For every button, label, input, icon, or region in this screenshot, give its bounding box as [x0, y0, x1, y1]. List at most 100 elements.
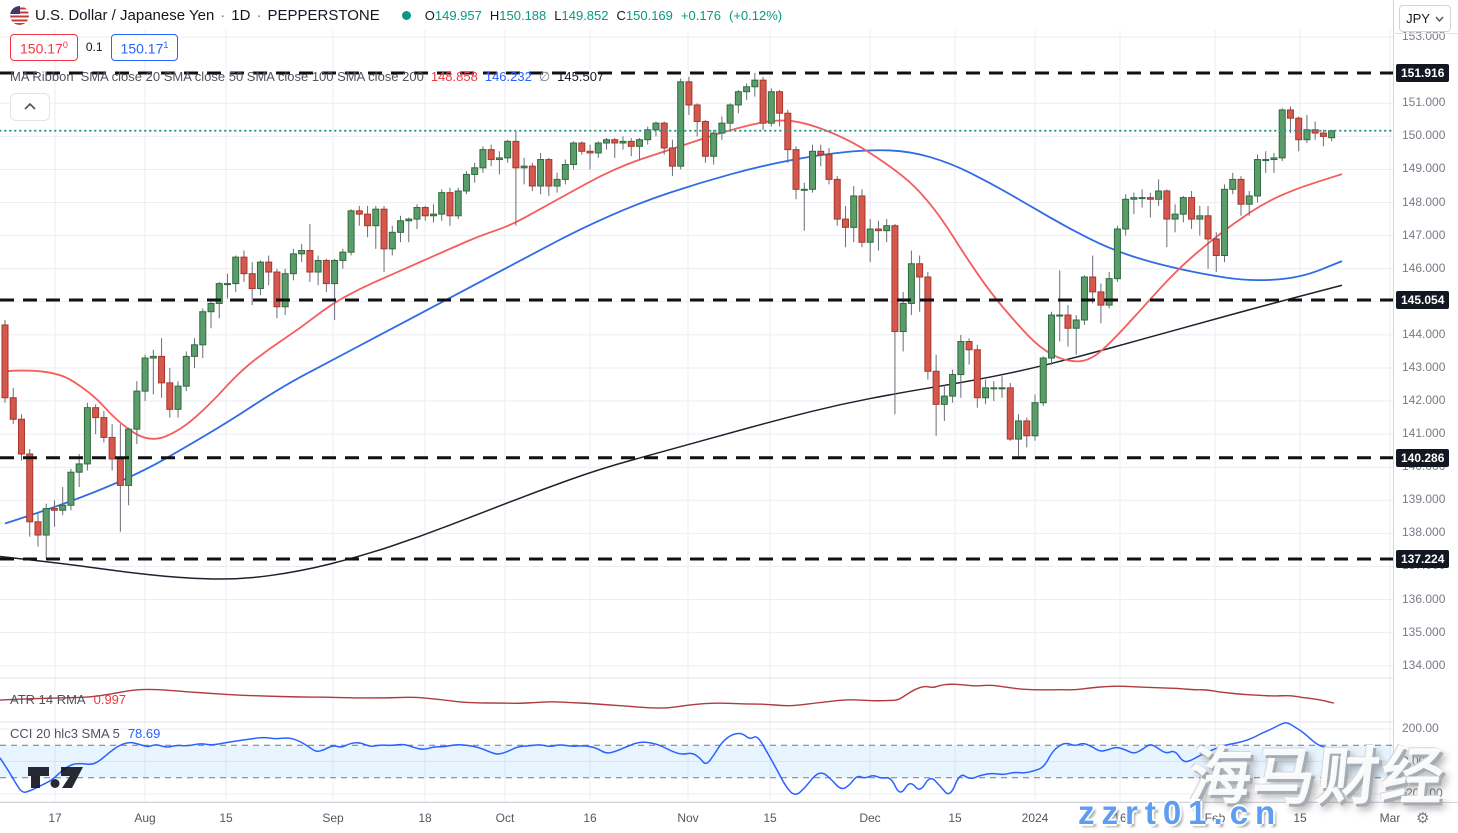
symbol-title[interactable]: U.S. Dollar / Japanese Yen — [35, 7, 215, 24]
candle — [627, 138, 635, 157]
change-value: +0.176 — [680, 8, 722, 23]
price-tick-label: 151.000 — [1402, 95, 1446, 110]
candle — [191, 338, 199, 368]
candle — [322, 258, 330, 292]
time-tick-label: Feb — [1204, 811, 1226, 825]
candle — [578, 141, 586, 155]
pane-settings-gear-icon[interactable]: ⚙ — [1416, 810, 1430, 827]
tradingview-logo-icon[interactable] — [28, 766, 84, 794]
candle — [949, 369, 957, 403]
candle — [1328, 130, 1336, 142]
price-tick-label: 148.000 — [1402, 194, 1446, 209]
candle — [1278, 108, 1286, 162]
candle — [1319, 129, 1327, 147]
candle — [594, 141, 602, 158]
separator-dot: · — [220, 7, 226, 24]
candle — [635, 138, 643, 160]
candle — [1303, 114, 1311, 144]
symbol-row: U.S. Dollar / Japanese Yen · 1D · PEPPER… — [10, 6, 782, 25]
candle — [446, 187, 454, 226]
candle — [907, 250, 915, 316]
candle — [792, 146, 800, 200]
timeframe[interactable]: 1D — [231, 7, 251, 24]
candle — [1089, 255, 1097, 304]
candle — [940, 384, 948, 421]
price-tick-label: 139.000 — [1402, 492, 1446, 507]
candle — [158, 338, 166, 398]
candle — [858, 189, 866, 248]
exchange-name: PEPPERSTONE — [267, 7, 380, 24]
cci-tick-label: -200.00 — [1402, 786, 1443, 800]
currency-unit-label: JPY — [1406, 11, 1430, 26]
price-tick-label: 141.000 — [1402, 426, 1446, 441]
ma-ribbon-label[interactable]: MA Ribbon — [10, 69, 74, 85]
price-level-badge: 140.286 — [1396, 448, 1450, 467]
time-tick-label: 17 — [48, 811, 62, 825]
change-pct-value: (+0.12%) — [729, 8, 783, 23]
candle — [306, 224, 314, 282]
candle — [767, 88, 775, 127]
candle — [1023, 417, 1031, 448]
sma20-line — [4, 119, 1343, 440]
atr-value: 0.997 — [93, 692, 127, 707]
atr-label[interactable]: ATR 14 RMA — [10, 692, 86, 707]
candle — [397, 215, 405, 243]
time-tick-label: 15 — [948, 811, 962, 825]
candle — [59, 487, 67, 516]
candle — [726, 103, 734, 130]
candle — [1097, 283, 1105, 324]
candle — [825, 147, 833, 185]
ma-ribbon-legend: MA Ribbon SMA close 20 SMA close 50 SMA … — [10, 69, 782, 85]
candle — [50, 500, 58, 527]
candle — [1204, 205, 1212, 269]
time-tick-label: Sep — [322, 811, 344, 825]
candle — [1146, 192, 1154, 218]
candle — [207, 301, 215, 329]
candle — [660, 121, 668, 155]
candle — [1, 319, 9, 403]
currency-unit-dropdown[interactable]: JPY — [1399, 5, 1451, 32]
candle — [273, 268, 281, 319]
candle — [677, 78, 685, 170]
collapse-legend-button[interactable] — [10, 92, 50, 121]
candle — [149, 349, 157, 395]
market-open-dot-icon — [401, 11, 411, 20]
candle — [652, 121, 660, 137]
candle — [833, 176, 841, 226]
us-flag-icon — [10, 6, 29, 25]
candle — [1072, 315, 1080, 355]
candle — [1229, 172, 1237, 195]
time-tick-label: 15 — [1293, 811, 1307, 825]
candle — [841, 205, 849, 248]
candle — [718, 116, 726, 140]
candle — [784, 109, 792, 163]
candle — [1122, 194, 1130, 236]
price-axis[interactable]: 153.000 151.000 150.000 149.000 148.000 147.0… — [1393, 0, 1458, 802]
candle — [9, 387, 17, 425]
cci-label[interactable]: CCI 20 hlc3 SMA 5 — [10, 726, 120, 741]
sell-bid-button[interactable]: 150.170 — [10, 34, 78, 61]
candle — [1006, 382, 1014, 441]
price-tick-label: 136.000 — [1402, 591, 1446, 606]
candle — [429, 204, 437, 223]
candle — [166, 367, 174, 418]
candle — [932, 354, 940, 436]
candle — [1113, 225, 1121, 282]
candle — [891, 224, 899, 415]
candle — [504, 139, 512, 163]
candle — [1253, 154, 1261, 203]
price-tick-label: 144.000 — [1402, 326, 1446, 341]
candle — [108, 424, 116, 471]
candle — [990, 381, 998, 402]
candle — [1262, 151, 1270, 173]
candle — [1031, 394, 1039, 441]
candle — [413, 204, 421, 230]
chevron-down-icon — [1435, 16, 1444, 22]
price-tick-label: 149.000 — [1402, 161, 1446, 176]
buy-ask-button[interactable]: 150.171 — [110, 34, 179, 61]
candle — [265, 255, 273, 286]
candle — [347, 209, 355, 256]
time-axis[interactable]: 17 Aug 15 Sep 18 Oct 16 Nov 15 Dec 15 2024 16 Feb 15 Ma… — [0, 802, 1458, 833]
